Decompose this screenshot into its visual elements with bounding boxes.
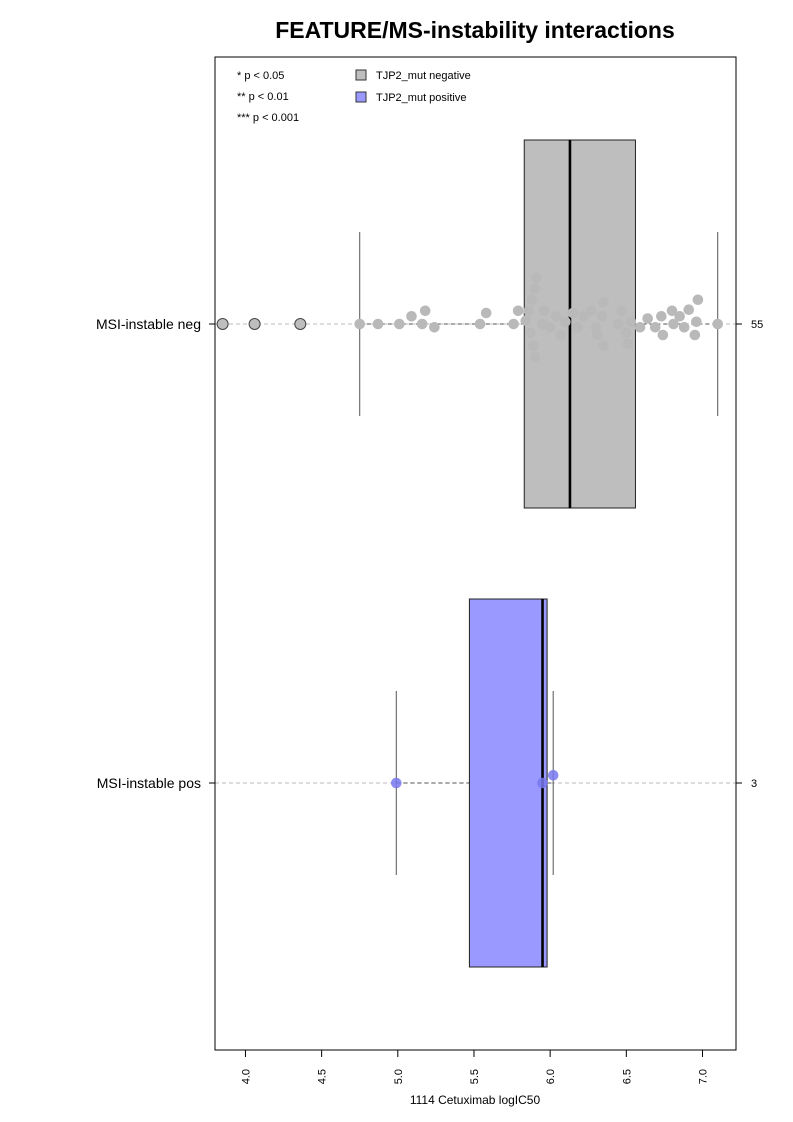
data-point [416, 318, 428, 330]
outlier-point [248, 318, 261, 330]
count-label: 3 [751, 778, 757, 790]
data-point [596, 311, 608, 322]
data-point [538, 305, 550, 317]
data-point [394, 318, 405, 330]
data-point [525, 327, 536, 339]
data-point [689, 329, 701, 341]
data-point [550, 311, 562, 322]
data-point [621, 327, 632, 339]
data-point [622, 338, 634, 350]
data-point [419, 305, 431, 317]
significance-legend-item: ** p < 0.01 [237, 91, 289, 103]
data-point [585, 305, 597, 317]
count-label: 55 [751, 319, 763, 331]
x-axis: 4.0 4.5 5.0 5.5 6.0 6.5 7.0 [240, 1049, 709, 1084]
data-point [592, 329, 603, 341]
data-point [354, 318, 366, 330]
box [468, 598, 548, 968]
data-point [555, 329, 567, 341]
data-point [691, 316, 702, 328]
data-point [531, 272, 542, 284]
y-tick-label: MSI-instable neg [96, 316, 201, 332]
significance-legend-item: * p < 0.05 [237, 70, 284, 82]
x-axis-label: 1114 Cetuximab logIC50 [410, 1093, 541, 1107]
data-point [512, 305, 524, 317]
y-tick-label: MSI-instable pos [97, 775, 201, 791]
data-point [560, 316, 571, 328]
data-point [598, 340, 609, 352]
significance-legend-item: *** p < 0.001 [237, 112, 299, 124]
data-point [625, 316, 637, 328]
data-point [429, 322, 440, 333]
data-point [372, 318, 384, 330]
chart-title: FEATURE/MS-instability interactions [275, 17, 675, 43]
data-point [642, 313, 653, 324]
data-point [674, 311, 685, 322]
data-point [668, 318, 679, 330]
boxes [468, 139, 636, 968]
x-tick-label: 7.0 [697, 1069, 709, 1084]
y-axis: MSI-instable neg MSI-instable pos [96, 316, 215, 791]
outlier-point [216, 318, 229, 330]
x-tick-label: 6.5 [621, 1069, 633, 1084]
data-point [616, 305, 628, 317]
data-point [656, 311, 667, 322]
series-legend: TJP2_mut negative TJP2_mut positive [355, 69, 471, 104]
significance-legend: * p < 0.05 ** p < 0.01 *** p < 0.001 [237, 70, 299, 124]
data-point [474, 318, 486, 330]
outlier-point [294, 318, 307, 330]
data-point [666, 305, 678, 317]
data-point [480, 307, 492, 319]
legend-swatch [355, 69, 367, 81]
data-point [678, 322, 690, 333]
data-point [529, 351, 541, 363]
data-point [613, 318, 624, 330]
legend-label: TJP2_mut positive [376, 92, 466, 104]
count-labels: 55 3 [736, 319, 763, 790]
data-point [390, 777, 402, 789]
x-tick-label: 6.0 [545, 1069, 557, 1084]
data-point [547, 770, 559, 781]
data-point [406, 311, 417, 322]
data-point [572, 322, 583, 333]
data-point [567, 307, 579, 319]
data-point [544, 322, 556, 333]
data-point [692, 294, 704, 306]
data-point [537, 777, 548, 789]
data-point [657, 329, 669, 341]
data-point [529, 283, 541, 295]
x-tick-label: 5.5 [469, 1069, 481, 1084]
legend-label: TJP2_mut negative [376, 70, 471, 82]
data-point [712, 318, 724, 330]
x-tick-label: 4.5 [317, 1069, 329, 1084]
data-point [523, 305, 535, 317]
data-point [508, 318, 519, 330]
x-tick-label: 5.0 [393, 1069, 405, 1084]
data-point [598, 296, 609, 308]
data-point [526, 294, 538, 306]
data-point [520, 315, 532, 327]
data-point [649, 322, 661, 333]
x-tick-label: 4.0 [240, 1069, 252, 1084]
data-point [528, 340, 539, 352]
legend-swatch [355, 91, 367, 103]
data-point [578, 311, 589, 322]
data-points [216, 272, 724, 789]
data-point [683, 304, 695, 316]
data-point [634, 322, 646, 333]
